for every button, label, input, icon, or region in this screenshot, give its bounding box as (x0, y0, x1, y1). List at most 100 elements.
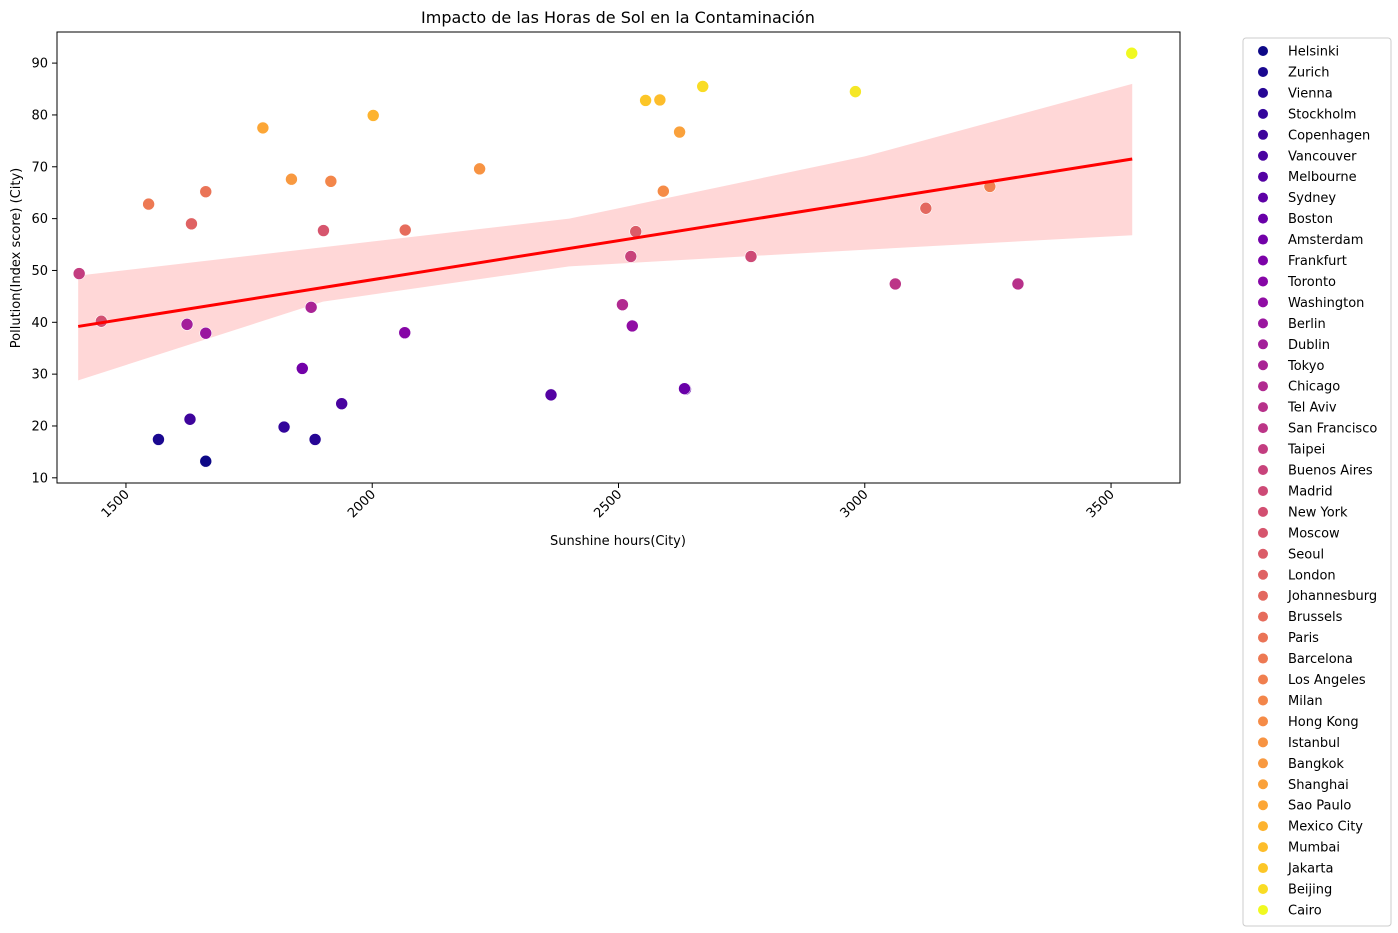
legend-marker (1258, 904, 1268, 915)
legend-entry: Melbourne (1288, 170, 1357, 185)
legend-entry: Berlin (1288, 317, 1326, 332)
legend-entry: Boston (1288, 212, 1333, 227)
point-bangkok (285, 172, 298, 186)
chart-title: Impacto de las Horas de Sol en la Contam… (421, 8, 815, 27)
legend-marker (1258, 527, 1268, 538)
legend-marker (1258, 465, 1268, 475)
point-helsinki (199, 454, 213, 468)
legend-marker (1258, 758, 1268, 769)
point-taipei (72, 267, 86, 280)
point-beijing (696, 80, 710, 93)
plot-area (72, 46, 1139, 468)
legend-entry: Madrid (1288, 484, 1333, 499)
legend-marker (1258, 297, 1268, 308)
point-chicago (616, 298, 629, 311)
point-barcelona (142, 197, 155, 211)
legend-marker (1258, 339, 1268, 350)
point-hong-kong (657, 184, 670, 198)
legend-marker (1258, 234, 1268, 245)
x-tick-label: 1500 (99, 487, 133, 521)
point-vienna (308, 433, 322, 446)
legend-marker (1258, 192, 1268, 203)
regression-line (77, 157, 1133, 328)
legend-entry: Johannesburg (1287, 589, 1377, 604)
x-axis: 1500 2000 2500 3000 3500 (99, 483, 1118, 521)
legend-marker (1258, 611, 1268, 622)
legend-entry: Istanbul (1288, 736, 1340, 751)
point-melbourne (544, 388, 558, 402)
legend-entry: Toronto (1287, 275, 1336, 290)
legend-entry: San Francisco (1288, 422, 1377, 437)
point-moscow (317, 224, 330, 237)
legend-marker (1258, 716, 1268, 727)
legend-marker (1258, 485, 1268, 496)
point-shanghai (673, 125, 686, 139)
point-mumbai (653, 93, 667, 107)
point-istanbul (473, 162, 486, 176)
legend-marker (1258, 360, 1268, 371)
legend-marker (1258, 87, 1268, 98)
legend-marker (1258, 171, 1268, 182)
legend-marker (1258, 674, 1268, 685)
point-vancouver (335, 397, 348, 410)
point-buenos-aires (624, 250, 638, 263)
legend-entry: Buenos Aires (1288, 464, 1373, 479)
legend-marker (1258, 863, 1268, 874)
legend-entry: Sao Paulo (1288, 799, 1351, 814)
y-tick-label: 20 (31, 419, 48, 434)
legend-entry: Brussels (1288, 610, 1343, 625)
legend-marker (1258, 632, 1268, 643)
legend-marker (1258, 402, 1268, 413)
legend-marker (1258, 381, 1268, 392)
legend-marker (1258, 129, 1268, 140)
y-tick-label: 90 (31, 57, 48, 72)
point-unlabeled (849, 85, 862, 98)
point-brussels (398, 223, 412, 237)
legend-entry: Hong Kong (1288, 715, 1359, 730)
y-axis: 10 20 30 40 50 60 70 80 90 (31, 57, 57, 486)
legend-frame (1242, 37, 1392, 927)
legend-marker (1258, 255, 1268, 266)
legend-marker (1258, 842, 1268, 853)
point-zurich (152, 433, 165, 446)
point-madrid (744, 250, 758, 263)
y-tick-label: 60 (31, 212, 48, 227)
legend-marker (1258, 569, 1268, 580)
point-san-francisco (889, 277, 902, 291)
legend-marker (1258, 779, 1268, 790)
legend-entry: London (1288, 568, 1336, 583)
legend-entry: Barcelona (1288, 652, 1353, 667)
legend-entry: Shanghai (1288, 778, 1349, 793)
legend-entry: Frankfurt (1288, 254, 1347, 269)
x-tick-label: 3000 (838, 487, 872, 521)
point-amsterdam (295, 362, 309, 375)
point-tel-aviv (1011, 277, 1025, 291)
point-mexico-city (366, 109, 380, 122)
legend-marker (1258, 506, 1268, 517)
legend-marker (1258, 821, 1268, 832)
legend-marker (1258, 150, 1268, 161)
legend-marker (1258, 66, 1268, 77)
legend-entry: Mexico City (1288, 820, 1363, 835)
legend-entry: Copenhagen (1288, 128, 1370, 143)
legend-entry: Milan (1288, 694, 1323, 709)
legend-entry: Cairo (1288, 903, 1322, 918)
legend-entry: Beijing (1288, 883, 1332, 898)
legend-marker (1258, 884, 1268, 894)
legend-marker (1258, 548, 1268, 559)
legend-marker (1258, 737, 1268, 748)
point-washington (625, 319, 639, 333)
legend-marker (1258, 46, 1268, 56)
legend-entry: Stockholm (1288, 107, 1356, 122)
legend-entry: Vancouver (1288, 149, 1357, 164)
confidence-band (78, 83, 1133, 381)
point-sao-paulo (256, 121, 270, 135)
legend-marker (1258, 213, 1268, 224)
y-tick-label: 80 (31, 108, 48, 123)
x-tick-label: 3500 (1084, 487, 1118, 521)
legend-entry: Tel Aviv (1287, 401, 1337, 416)
legend: Helsinki Zurich Vienna Stockholm Copenhagen V… (1242, 37, 1392, 927)
point-toronto (398, 326, 412, 339)
legend-marker (1258, 800, 1268, 811)
